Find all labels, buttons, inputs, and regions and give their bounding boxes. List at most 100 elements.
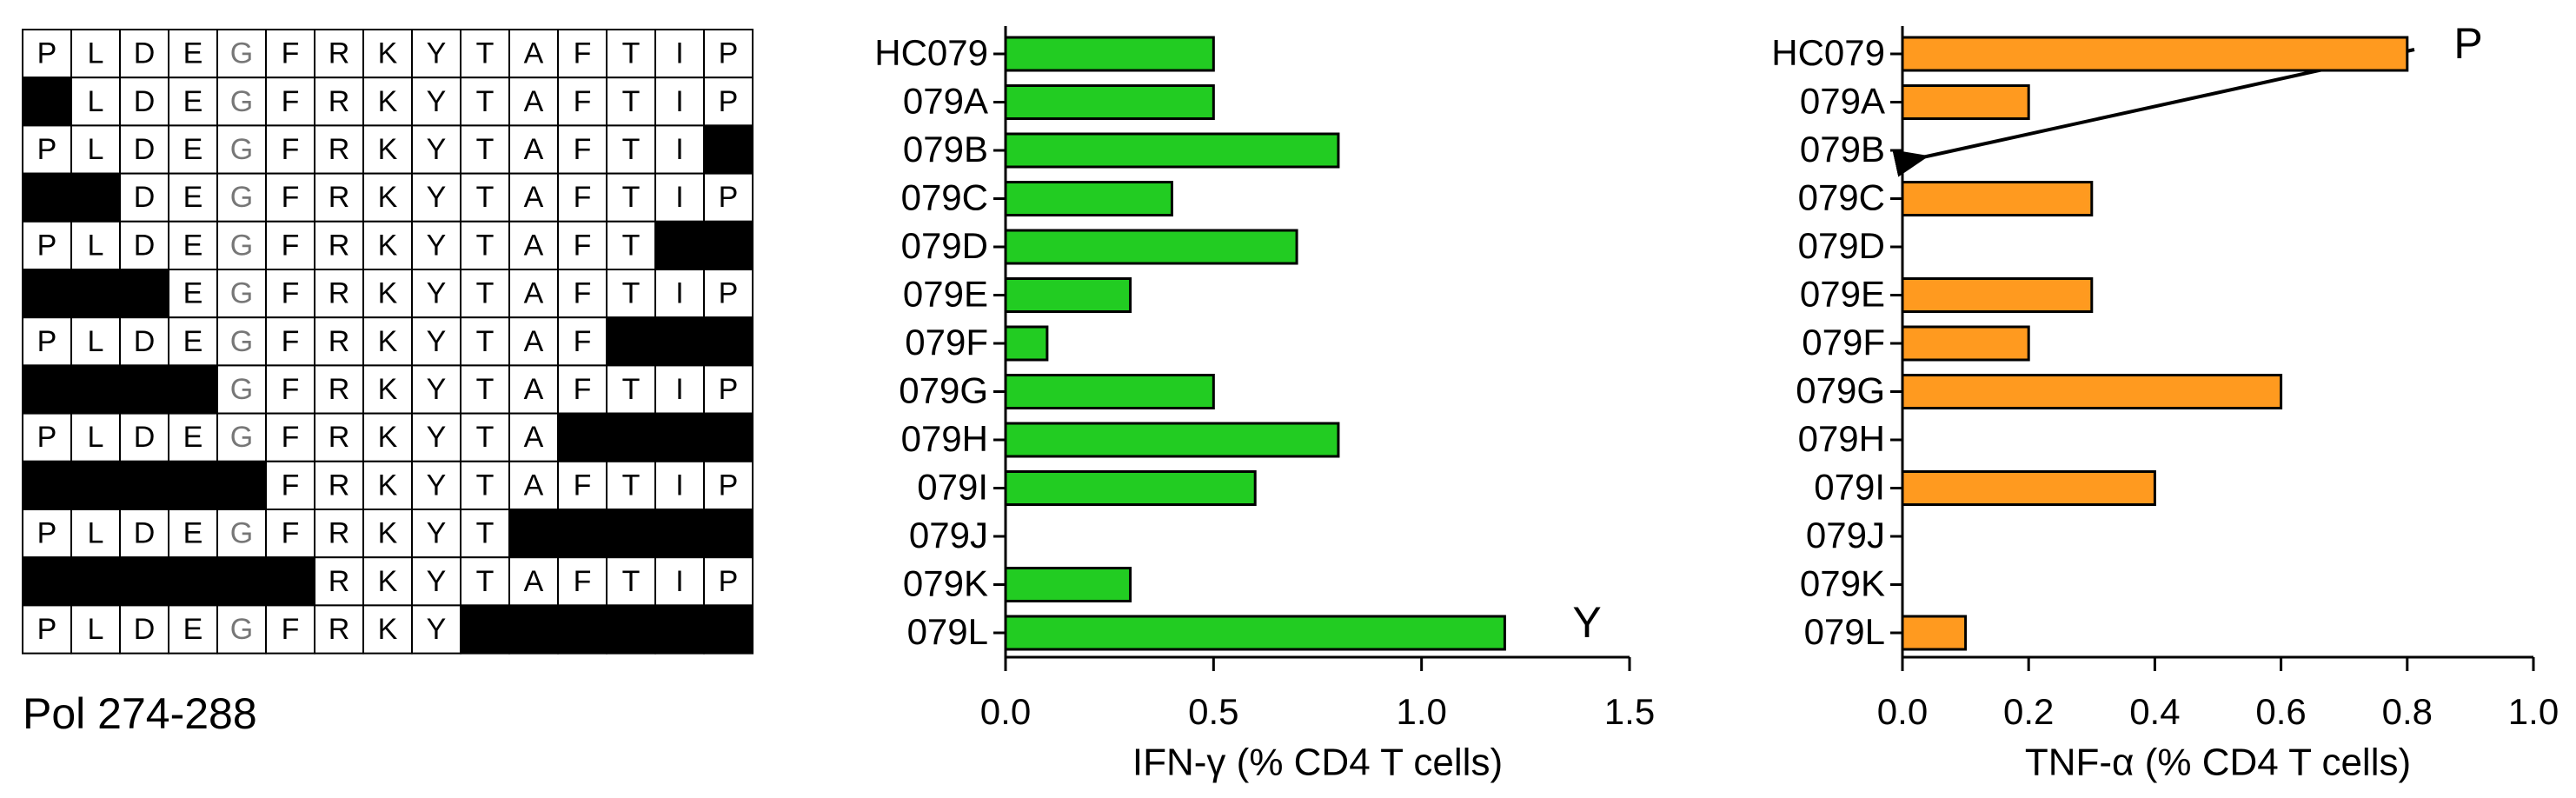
masked-cell xyxy=(508,509,559,559)
masked-cell xyxy=(168,556,218,607)
y-tick-label: 079C xyxy=(901,177,988,218)
residue-label: F xyxy=(574,469,592,502)
residue-label: K xyxy=(378,613,398,646)
peptide-cell xyxy=(654,172,705,223)
residue-label: G xyxy=(230,613,253,646)
residue-label: Y xyxy=(427,469,447,502)
peptide-cell xyxy=(606,220,656,271)
residue-label: A xyxy=(524,277,544,310)
peptide-cell xyxy=(557,76,607,127)
peptide-cell xyxy=(314,220,364,271)
peptide-cell xyxy=(70,29,121,79)
peptide-cell xyxy=(654,460,705,510)
peptide-cell xyxy=(654,76,705,127)
residue-label: T xyxy=(476,133,495,166)
residue-label: P xyxy=(719,181,739,214)
peptide-cell xyxy=(216,269,267,319)
bar xyxy=(1901,615,1968,651)
bar xyxy=(1004,325,1049,362)
residue-label: R xyxy=(329,37,350,70)
masked-cell xyxy=(119,460,169,510)
peptide-cell xyxy=(70,509,121,559)
residue-label: K xyxy=(378,229,398,262)
residue-label: T xyxy=(622,37,641,70)
y-tick-label: 079J xyxy=(909,515,988,555)
masked-cell xyxy=(70,460,121,510)
residue-label: T xyxy=(622,469,641,502)
residue-label: Y xyxy=(427,37,447,70)
masked-cell xyxy=(70,172,121,223)
peptide-cell xyxy=(411,29,461,79)
peptide-cell xyxy=(216,509,267,559)
peptide-cell xyxy=(460,220,510,271)
residue-label: R xyxy=(329,373,350,406)
peptide-cell xyxy=(119,412,169,462)
bar xyxy=(1004,84,1215,120)
masked-cell xyxy=(22,269,72,319)
residue-label: F xyxy=(282,469,300,502)
residue-label: E xyxy=(183,133,203,166)
residue-label: L xyxy=(88,421,104,454)
residue-label: L xyxy=(88,133,104,166)
peptide-cell xyxy=(508,269,559,319)
residue-label: K xyxy=(378,37,398,70)
peptide-cell xyxy=(654,364,705,415)
peptide-cell xyxy=(557,172,607,223)
residue-label: I xyxy=(675,85,683,118)
residue-label: D xyxy=(134,517,156,550)
masked-cell xyxy=(703,509,754,559)
residue-label: G xyxy=(230,85,253,118)
annotation: P xyxy=(2453,19,2482,68)
bar xyxy=(1004,181,1173,216)
bar xyxy=(1901,470,2156,506)
masked-cell xyxy=(606,316,656,367)
residue-label: P xyxy=(37,229,57,262)
peptide-cell xyxy=(508,556,559,607)
residue-label: F xyxy=(574,133,592,166)
residue-label: L xyxy=(88,37,104,70)
masked-cell xyxy=(703,220,754,271)
residue-label: A xyxy=(524,373,544,406)
masked-cell xyxy=(168,460,218,510)
residue-label: D xyxy=(134,181,156,214)
masked-cell xyxy=(508,604,559,655)
residue-label: I xyxy=(675,37,683,70)
y-tick-label: 079B xyxy=(1800,129,1885,170)
peptide-cell xyxy=(314,412,364,462)
residue-label: L xyxy=(88,85,104,118)
x-axis-title: IFN-γ (% CD4 T cells) xyxy=(1132,741,1503,784)
y-tick-label: 079D xyxy=(901,225,988,266)
residue-label: P xyxy=(37,613,57,646)
residue-label: F xyxy=(574,277,592,310)
peptide-cell xyxy=(703,29,754,79)
y-tick-label: 079E xyxy=(1800,274,1885,315)
residue-label: K xyxy=(378,277,398,310)
residue-label: Y xyxy=(427,85,447,118)
residue-label: Y xyxy=(427,325,447,358)
masked-cell xyxy=(70,269,121,319)
masked-cell xyxy=(606,509,656,559)
residue-label: E xyxy=(183,277,203,310)
bar xyxy=(1901,84,2030,120)
residue-label: F xyxy=(282,181,300,214)
peptide-cell xyxy=(314,172,364,223)
y-tick-label: 079F xyxy=(1802,322,1885,362)
y-tick-label: HC079 xyxy=(874,32,988,73)
residue-label: D xyxy=(134,85,156,118)
y-tick-label: 079J xyxy=(1806,515,1885,555)
residue-label: Y xyxy=(427,373,447,406)
residue-label: R xyxy=(329,469,350,502)
residue-label: D xyxy=(134,421,156,454)
masked-cell xyxy=(703,316,754,367)
residue-label: P xyxy=(37,517,57,550)
residue-label: T xyxy=(622,85,641,118)
peptide-cell xyxy=(265,604,315,655)
residue-label: A xyxy=(524,181,544,214)
residue-label: T xyxy=(476,325,495,358)
residue-label: F xyxy=(282,277,300,310)
residue-label: F xyxy=(574,565,592,598)
peptide-cell xyxy=(314,269,364,319)
residue-label: G xyxy=(230,133,253,166)
peptide-cell xyxy=(508,364,559,415)
residue-label: T xyxy=(476,37,495,70)
